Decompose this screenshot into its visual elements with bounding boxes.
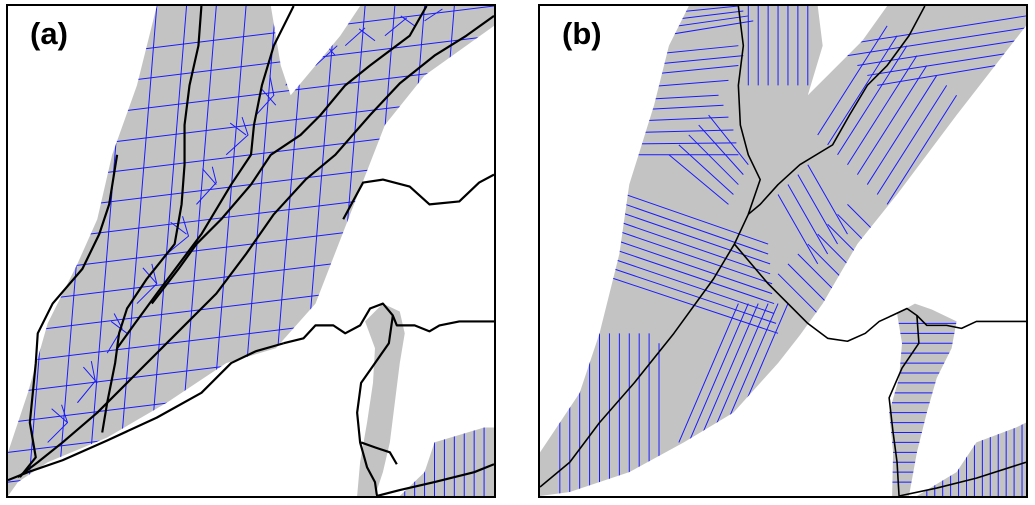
river-south-branch <box>360 441 398 465</box>
channel-northeast <box>150 6 428 305</box>
panel-b: (b) <box>538 4 1028 498</box>
channel-central-west <box>101 6 203 433</box>
main-channels-b <box>540 6 1026 496</box>
river-south <box>888 315 920 496</box>
channel-west <box>19 154 119 478</box>
river-south <box>356 315 394 496</box>
panel-label-b: (b) <box>562 16 602 51</box>
river-south-east <box>376 463 494 496</box>
catchment-area-river <box>889 303 957 496</box>
channel-outlet <box>8 342 285 482</box>
channel-northeast <box>747 6 926 215</box>
river-middle <box>283 302 494 345</box>
river-middle <box>807 307 1026 343</box>
channel-north <box>540 6 761 488</box>
catchment-area-main <box>8 6 494 496</box>
catchment-area-southeast <box>399 427 494 496</box>
catchment-area-river <box>357 303 405 496</box>
river-east-upper <box>342 173 494 220</box>
channel-east <box>17 15 494 479</box>
panel-label-a: (a) <box>30 16 68 51</box>
channel-diagonal <box>733 243 809 324</box>
river-south-east <box>898 461 1026 496</box>
drainage-map-a <box>8 6 494 496</box>
catchment-area-southeast <box>916 422 1026 496</box>
channel-central <box>116 6 295 349</box>
catchment-area-main <box>540 6 1026 496</box>
main-channels-a <box>8 6 494 496</box>
drainage-map-b <box>540 6 1026 496</box>
panel-a: (a) <box>6 4 496 498</box>
